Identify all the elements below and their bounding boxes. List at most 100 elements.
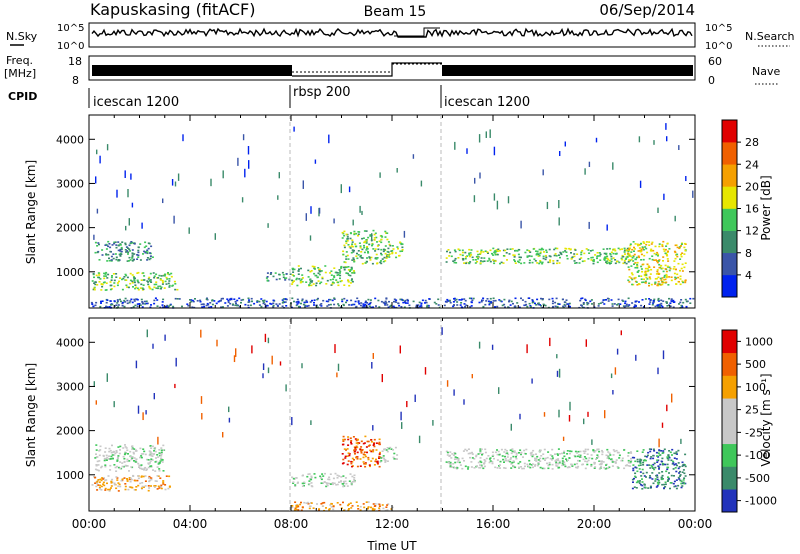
scatter-cell [681, 270, 684, 272]
scatter-cell [608, 466, 611, 469]
scatter-cell [635, 467, 638, 469]
scatter-cell [158, 462, 161, 464]
scatter-cell [681, 471, 684, 473]
scatter-cell [460, 302, 463, 304]
scatter-cell [356, 451, 359, 454]
scatter-cell [165, 276, 168, 279]
scatter-cell [134, 479, 137, 482]
scatter-cell [147, 489, 150, 492]
scatter-cell [632, 283, 635, 286]
scatter-cell [640, 475, 643, 477]
scatter-cell [529, 466, 532, 469]
scatter-cell [133, 281, 136, 284]
scatter-cell [339, 280, 342, 283]
scatter-cell [347, 279, 349, 281]
scatter-cell [369, 234, 372, 236]
scatter-cell [628, 247, 631, 249]
scatter-cell [582, 303, 585, 305]
scatter-cell [495, 249, 498, 251]
scatter-cell [498, 299, 501, 301]
scatter-cell [479, 452, 482, 454]
scatter-cell [132, 452, 135, 455]
scatter-cell [342, 485, 345, 488]
scatter-cell [578, 456, 581, 458]
scatter-cell [355, 255, 358, 257]
scatter-cell [112, 257, 115, 260]
scatter-cell [370, 439, 373, 441]
scatter-cell [493, 193, 496, 201]
scatter-cell [145, 468, 148, 470]
scatter-cell [544, 459, 546, 461]
scatter-cell [178, 298, 181, 300]
scatter-cell [488, 303, 491, 306]
scatter-cell [346, 463, 349, 466]
scatter-cell [678, 466, 681, 468]
scatter-cell [372, 425, 374, 431]
scatter-cell [168, 284, 171, 287]
scatter-cell [570, 463, 573, 466]
scatter-cell [612, 249, 615, 251]
scatter-cell [658, 454, 661, 457]
scatter-cell [488, 257, 491, 260]
scatter-cell [126, 276, 129, 279]
scatter-cell [675, 277, 678, 279]
scatter-cell [649, 299, 652, 301]
scatter-cell [119, 449, 121, 451]
scatter-cell [226, 305, 229, 307]
scatter-cell [675, 283, 678, 285]
scatter-cell [372, 306, 374, 308]
scatter-cell [115, 487, 118, 490]
scatter-cell [96, 208, 99, 214]
scatter-cell [520, 452, 523, 455]
scatter-cell [263, 299, 266, 302]
scatter-cell [110, 259, 113, 261]
scatter-cell [452, 301, 455, 303]
scatter-cell [638, 256, 641, 259]
scatter-cell [658, 472, 661, 474]
scatter-cell [320, 270, 323, 272]
scatter-cell [680, 486, 683, 489]
scatter-cell [144, 303, 147, 305]
scatter-cell [236, 299, 239, 302]
scatter-cell [650, 283, 653, 286]
scatter-cell [345, 266, 348, 269]
scatter-cell [133, 457, 136, 459]
scatter-cell [467, 466, 470, 468]
scatter-cell [293, 280, 295, 282]
scatter-cell [393, 458, 396, 460]
scatter-cell [325, 482, 328, 484]
scatter-cell [480, 249, 483, 252]
scatter-cell [116, 477, 119, 479]
scatter-cell [131, 255, 134, 258]
scatter-cell [258, 300, 261, 303]
scatter-cell [506, 456, 509, 458]
scatter-cell [539, 252, 542, 255]
scatter-cell [372, 503, 375, 505]
scatter-cell [454, 299, 457, 302]
scatter-cell [619, 303, 622, 305]
scatter-cell [579, 450, 582, 453]
scatter-cell [162, 306, 165, 308]
scatter-cell [649, 450, 652, 453]
scatter-cell [308, 483, 311, 485]
scatter-cell [672, 306, 675, 308]
scatter-cell [478, 341, 481, 349]
scatter-cell [328, 478, 331, 481]
scatter-cell [447, 300, 450, 302]
scatter-cell [656, 476, 659, 478]
scatter-cell [650, 456, 653, 458]
scatter-cell [635, 481, 638, 484]
scatter-cell [108, 455, 111, 457]
scatter-cell [373, 233, 376, 236]
scatter-cell [661, 478, 664, 480]
scatter-cell [648, 303, 651, 305]
scatter-cell [669, 267, 672, 270]
scatter-cell [374, 248, 377, 250]
scatter-cell [124, 170, 126, 178]
scatter-cell [237, 157, 239, 166]
scatter-cell [564, 305, 567, 307]
scatter-cell [201, 413, 203, 420]
scatter-cell [432, 420, 434, 426]
